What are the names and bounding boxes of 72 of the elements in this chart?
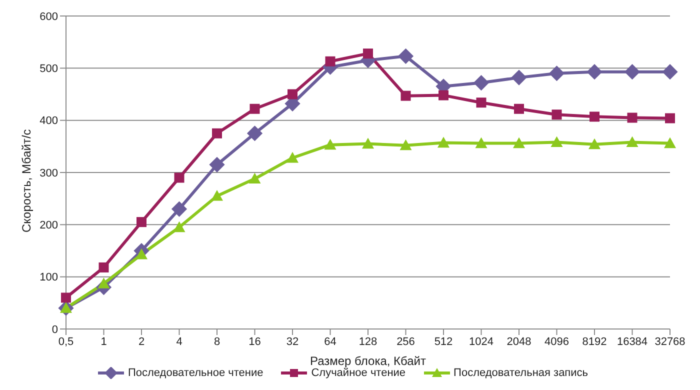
y-tick-label: 200 [40, 220, 58, 232]
point [586, 64, 602, 80]
point [400, 139, 412, 150]
point [363, 48, 373, 59]
point [212, 128, 222, 138]
y-tick-label: 0 [52, 324, 58, 336]
point [136, 217, 146, 228]
y-tick-label: 400 [40, 115, 58, 128]
point [98, 278, 110, 288]
point [438, 90, 448, 100]
point [174, 172, 184, 183]
point [514, 104, 524, 114]
y-axis-title: Скорость, Мбайт/с [19, 129, 34, 232]
x-tick-label: 512 [434, 336, 453, 348]
x-tick-label: 2 [138, 336, 145, 348]
legend-label: Случайное чтение [310, 367, 406, 379]
point [246, 126, 263, 142]
y-tick-label: 100 [40, 272, 58, 284]
point [511, 70, 527, 86]
x-tick-label: 1024 [469, 336, 494, 348]
point [171, 201, 188, 217]
point [626, 136, 638, 148]
point [627, 112, 638, 123]
x-tick-label: 0,5 [58, 336, 74, 348]
x-axis-title: Размер блока, Кбайт [310, 354, 427, 368]
point [476, 98, 486, 108]
point [248, 172, 261, 184]
x-tick-label: 32 [286, 336, 299, 348]
x-tick-label: 256 [396, 336, 415, 348]
x-tick-label: 4 [176, 336, 182, 348]
x-tick-label: 16384 [616, 336, 648, 348]
point [548, 66, 565, 82]
point [61, 292, 71, 303]
x-tick-label: 64 [324, 336, 336, 348]
legend-label: Последовательная запись [452, 367, 588, 379]
x-tick-label: 1 [100, 336, 107, 348]
x-tick-label: 8 [214, 336, 220, 348]
x-tick-label: 4096 [544, 336, 569, 348]
point [211, 190, 223, 201]
point [664, 137, 676, 148]
point [513, 137, 525, 148]
point [173, 221, 186, 232]
point [552, 110, 562, 120]
x-tick-label: 32768 [654, 336, 686, 348]
point [475, 137, 488, 148]
point [286, 152, 298, 163]
point [588, 138, 600, 150]
point [438, 136, 450, 148]
x-tick-label: 8192 [582, 336, 607, 348]
point [473, 74, 490, 91]
point [250, 104, 260, 114]
legend-label: Последовательное чтение [126, 367, 264, 379]
x-tick-label: 2048 [506, 336, 532, 348]
point [590, 112, 600, 122]
x-tick-label: 16 [248, 336, 261, 348]
point [550, 136, 563, 148]
y-tick-label: 500 [40, 63, 58, 76]
point [665, 113, 675, 124]
point [400, 90, 411, 101]
point [209, 156, 225, 172]
y-tick-label: 600 [40, 10, 58, 23]
point [98, 262, 109, 272]
point [288, 89, 298, 100]
point [362, 138, 374, 149]
y-tick-label: 300 [40, 167, 58, 180]
point [662, 64, 678, 80]
point [325, 56, 336, 66]
point [324, 138, 336, 150]
point [136, 248, 148, 260]
point [398, 48, 414, 64]
point [624, 64, 640, 80]
x-tick-label: 128 [358, 336, 378, 348]
